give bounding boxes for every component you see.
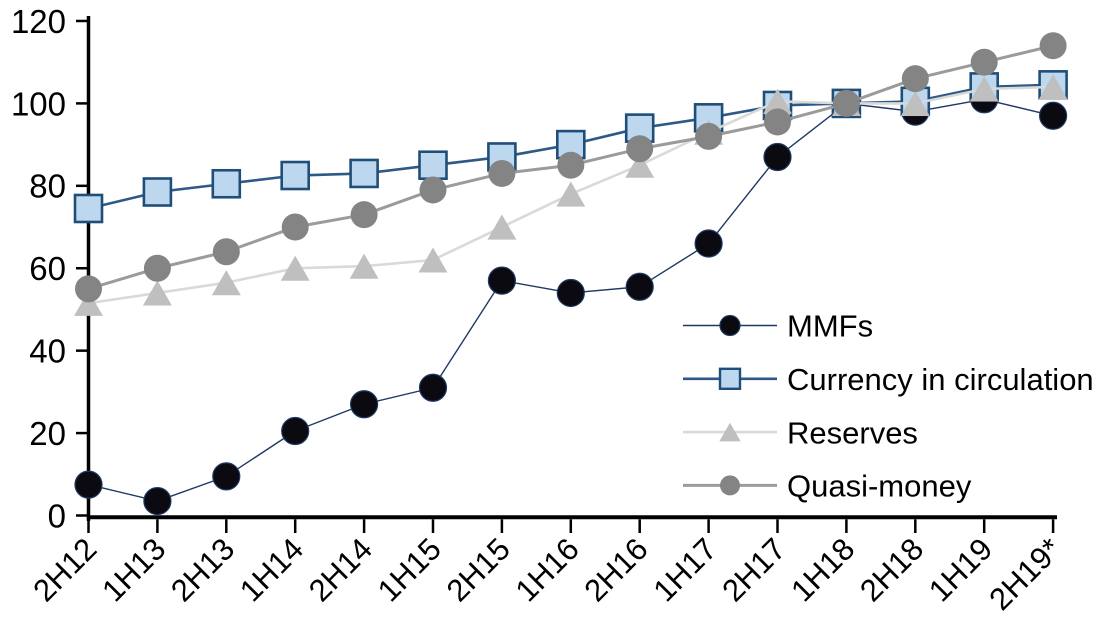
data-point-reserves-2H13 xyxy=(211,270,241,296)
data-point-currency-in-circulation-1H15 xyxy=(418,150,448,181)
x-tick-label: 1H13 xyxy=(95,531,172,608)
legend-label-reserves: Reserves xyxy=(787,415,918,450)
x-axis: 2H121H132H131H142H141H152H151H162H161H17… xyxy=(26,515,1068,617)
data-point-quasi-money-1H18 xyxy=(832,89,860,117)
x-tick-label: 2H16 xyxy=(577,531,654,608)
y-tick-label: 0 xyxy=(48,497,66,534)
data-point-quasi-money-1H13 xyxy=(143,254,171,282)
data-point-currency-in-circulation-1H13 xyxy=(142,177,173,207)
data-point-reserves-2H19 xyxy=(1038,74,1068,100)
data-point-mmfs-1H14 xyxy=(281,416,310,446)
data-point-reserves-2H17 xyxy=(763,88,792,114)
y-tick-label: 80 xyxy=(29,168,66,205)
legend: MMFs Currency in circulation Reserves Quasi… xyxy=(683,309,1094,504)
x-tick-label: 1H16 xyxy=(509,531,586,608)
data-point-currency-in-circulation-2H12 xyxy=(73,193,104,224)
x-tick-label: 2H18 xyxy=(853,531,930,608)
data-point-quasi-money-2H16 xyxy=(626,135,654,163)
data-point-mmfs-2H14 xyxy=(350,390,379,419)
data-point-quasi-money-1H17 xyxy=(695,122,723,150)
legend-marker-mmfs xyxy=(719,314,741,337)
data-point-mmfs-2H13 xyxy=(212,462,241,491)
y-axis: 0 20 40 60 80 100 120 xyxy=(11,3,91,534)
data-point-reserves-1H16 xyxy=(556,181,586,207)
data-point-currency-in-circulation-2H14 xyxy=(349,158,379,189)
x-tick-label: 1H17 xyxy=(646,531,723,608)
data-point-reserves-2H14 xyxy=(349,253,379,279)
data-point-reserves-1H13 xyxy=(142,280,172,306)
x-tick-label: 2H17 xyxy=(715,531,792,608)
x-tick-label: 2H14 xyxy=(302,531,379,608)
data-point-reserves-1H15 xyxy=(418,247,448,273)
data-point-mmfs-2H16 xyxy=(625,272,654,301)
data-point-quasi-money-2H19 xyxy=(1039,32,1067,60)
data-point-quasi-money-1H19 xyxy=(970,48,998,76)
x-tick-label: 2H12 xyxy=(26,531,103,608)
data-point-quasi-money-2H15 xyxy=(488,159,516,187)
data-point-mmfs-2H12 xyxy=(74,470,103,499)
data-point-quasi-money-2H18 xyxy=(901,65,929,93)
data-point-mmfs-2H15 xyxy=(487,266,516,295)
legend-marker-reserves xyxy=(719,422,741,442)
x-tick-label: 1H18 xyxy=(784,531,861,608)
x-tick-label: 2H13 xyxy=(164,531,241,608)
data-point-reserves-2H16 xyxy=(625,152,655,178)
y-tick-label: 40 xyxy=(29,333,66,370)
x-tick-label: 1H14 xyxy=(233,531,310,608)
y-tick-label: 20 xyxy=(29,415,66,452)
legend-item-reserves: Reserves xyxy=(683,415,918,450)
legend-item-currency-in-circulation: Currency in circulation xyxy=(683,362,1094,397)
x-tick-label: 1H15 xyxy=(371,531,448,608)
data-point-quasi-money-1H16 xyxy=(557,151,585,179)
legend-label-quasi-money: Quasi-money xyxy=(787,469,972,504)
legend-label-mmfs: MMFs xyxy=(787,309,873,344)
series-mmfs xyxy=(74,85,1068,516)
y-tick-label: 120 xyxy=(11,3,66,40)
legend-marker-currency-in-circulation xyxy=(718,367,742,390)
data-point-mmfs-1H15 xyxy=(418,373,448,402)
data-point-quasi-money-2H17 xyxy=(764,108,791,136)
data-point-mmfs-2H19 xyxy=(1038,101,1068,130)
data-point-mmfs-1H16 xyxy=(556,278,585,308)
data-point-currency-in-circulation-2H13 xyxy=(211,168,242,199)
y-tick-label: 100 xyxy=(11,85,66,122)
data-point-quasi-money-2H12 xyxy=(75,275,102,303)
y-tick-label: 60 xyxy=(29,250,66,287)
data-point-reserves-2H18 xyxy=(900,90,930,116)
x-tick-label: 2H15 xyxy=(440,531,517,608)
legend-label-currency-in-circulation: Currency in circulation xyxy=(787,362,1094,397)
data-point-quasi-money-2H13 xyxy=(212,238,240,266)
data-point-reserves-2H15 xyxy=(487,214,517,240)
data-point-reserves-2H12 xyxy=(74,290,103,316)
data-point-reserves-1H19 xyxy=(969,76,999,102)
data-point-mmfs-1H17 xyxy=(694,229,723,258)
x-tick-label: 2H19* xyxy=(982,531,1068,617)
series-quasi-money xyxy=(75,32,1067,303)
data-point-mmfs-1H13 xyxy=(143,486,172,516)
data-point-quasi-money-2H14 xyxy=(350,201,378,229)
legend-marker-quasi-money xyxy=(720,475,740,496)
data-point-currency-in-circulation-1H14 xyxy=(280,160,311,191)
data-point-quasi-money-1H14 xyxy=(281,213,309,241)
series-reserves xyxy=(74,74,1068,316)
legend-item-quasi-money: Quasi-money xyxy=(683,469,972,504)
data-point-reserves-1H14 xyxy=(280,255,310,281)
legend-item-mmfs: MMFs xyxy=(683,309,873,344)
data-point-mmfs-2H17 xyxy=(763,142,792,172)
data-point-quasi-money-1H15 xyxy=(419,176,447,204)
